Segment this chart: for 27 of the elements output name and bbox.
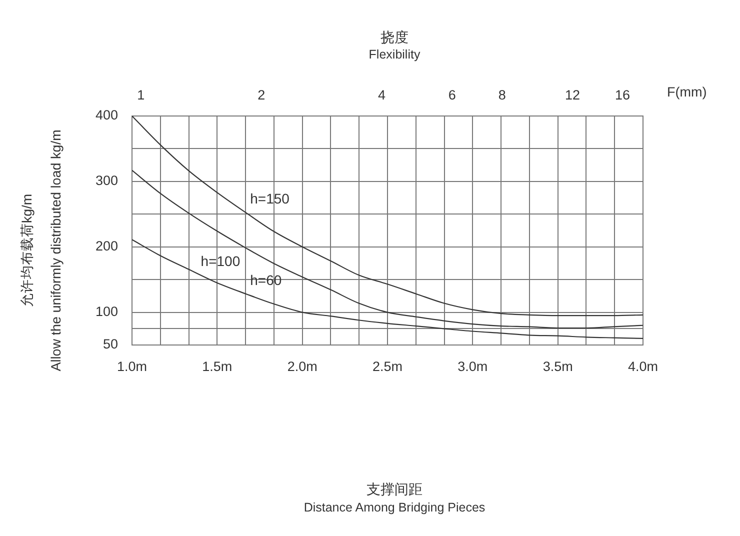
x2-axis-title: F(mm) <box>667 84 707 100</box>
x2-tick-label: 1 <box>137 88 145 103</box>
text: 支撑间距 <box>366 480 422 497</box>
x-tick-label: 1.0m <box>116 358 148 374</box>
x2-tick-label: 2 <box>258 88 266 103</box>
y-axis-title: 允许均布载荷kg/m Allow the uniformly distributed load kg/m <box>20 130 64 372</box>
x-tick-label: 1.5m <box>202 358 232 374</box>
line-series <box>132 170 643 329</box>
x-tick-label: 3.0m <box>458 358 488 374</box>
x2-tick-label: 8 <box>498 88 506 103</box>
chart-title: 挠度 <box>380 28 408 45</box>
y-tick-label: 200 <box>95 238 118 254</box>
x-tick-label: 2.5m <box>372 358 403 374</box>
x2-tick-label: 4 <box>378 88 386 103</box>
x-tick-label: 3.5m <box>542 358 573 374</box>
x2-tick-label: 6 <box>448 88 456 103</box>
y-tick-label: 400 <box>95 108 118 123</box>
text: Distance Among Bridging Pieces <box>304 500 486 514</box>
y-tick-label: 300 <box>95 173 118 188</box>
chart-subtitle: Flexibility <box>368 47 421 62</box>
x-tick-label: 2.0m <box>287 358 318 374</box>
x2-tick-label: 16 <box>615 88 630 103</box>
line-series <box>132 239 643 340</box>
x2-tick-label: 12 <box>565 88 580 103</box>
y-tick-label: 50 <box>102 336 118 352</box>
y-tick-label: 100 <box>95 304 118 320</box>
x-tick-label: 4.0m <box>628 358 658 374</box>
